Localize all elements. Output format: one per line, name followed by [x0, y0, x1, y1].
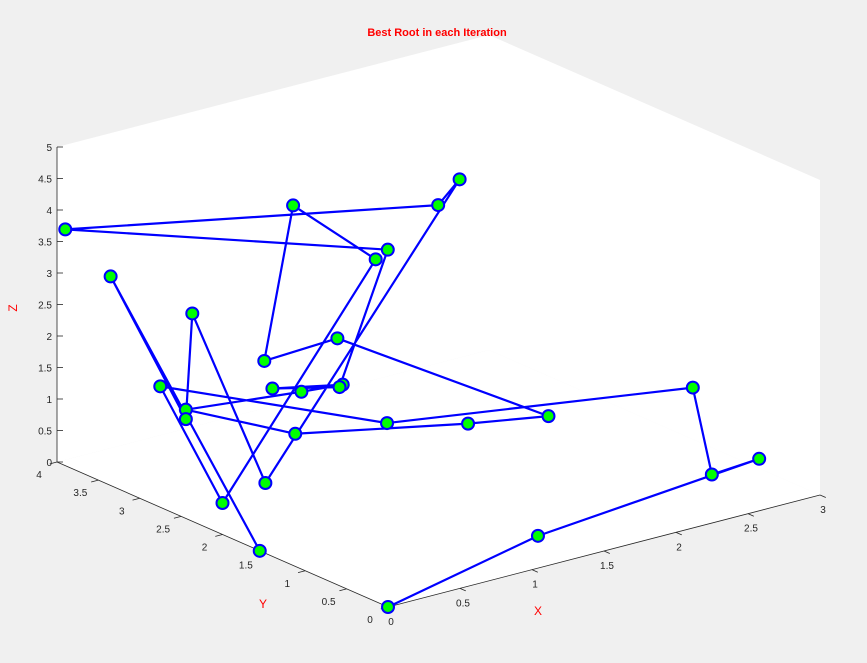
y-tick-mark [91, 479, 99, 483]
data-point-marker [178, 412, 193, 427]
x-tick-label: 2.5 [744, 524, 758, 535]
z-tick-label: 2.5 [38, 301, 52, 312]
data-point-marker [530, 528, 545, 543]
data-point-marker [330, 331, 345, 346]
y-tick-label: 0 [367, 615, 373, 626]
data-point-marker [752, 451, 767, 466]
z-tick-label: 0.5 [38, 427, 52, 438]
x-tick-mark [459, 587, 466, 592]
axes-panes [57, 35, 820, 607]
x-tick-label: 3 [820, 505, 826, 516]
data-point-marker [332, 380, 347, 395]
x-tick-label: 0.5 [456, 598, 470, 609]
y-tick-label: 2.5 [156, 524, 170, 535]
z-tick-label: 3.5 [38, 238, 52, 249]
x-tick-label: 2 [676, 542, 682, 553]
data-point-marker [431, 198, 446, 213]
z-tick-label: 4 [46, 206, 52, 217]
y-tick-label: 3.5 [73, 488, 87, 499]
x-tick-mark [819, 494, 826, 498]
x-tick-label: 1 [532, 580, 538, 591]
z-axis-ticks: 0 0.5 1 1.5 2 2.5 3 3.5 4 4.5 5 [38, 143, 63, 469]
floor-pane [57, 350, 820, 607]
x-tick-mark [747, 513, 754, 517]
y-tick-mark [49, 461, 58, 465]
x-tick-label: 0 [388, 617, 394, 628]
data-point-marker [252, 543, 267, 558]
data-point-marker [257, 353, 272, 368]
y-axis-label: Y [259, 597, 267, 611]
data-point-marker [461, 416, 476, 431]
y-tick-label: 2 [202, 543, 208, 554]
y-tick-mark [173, 515, 182, 519]
z-tick-label: 5 [46, 143, 52, 154]
x-tick-label: 1.5 [600, 561, 614, 572]
y-tick-label: 3 [119, 506, 125, 517]
y-tick-mark [215, 534, 223, 537]
data-point-marker [368, 252, 383, 267]
data-point-marker [288, 426, 303, 441]
data-point-marker [541, 409, 556, 424]
z-tick-label: 2 [46, 332, 52, 343]
side-wall-pane [489, 35, 820, 495]
z-tick-label: 1.5 [38, 364, 52, 375]
x-tick-mark [531, 569, 538, 573]
data-point-marker [153, 379, 168, 394]
x-tick-mark [603, 550, 610, 554]
y-tick-label: 1.5 [239, 561, 253, 572]
x-axis-label: X [534, 604, 542, 618]
x-axis-ticks: 0 0.5 1 1.5 2 2.5 3 [387, 494, 826, 628]
x-tick-mark [675, 531, 682, 536]
data-point-marker [381, 600, 395, 614]
y-tick-label: 0.5 [322, 597, 336, 608]
data-point-marker [215, 496, 230, 510]
z-tick-label: 4.5 [38, 175, 52, 186]
data-point-marker [58, 222, 73, 237]
data-point-marker [685, 380, 700, 395]
data-point-marker [452, 172, 467, 187]
chart-title: Best Root in each Iteration [367, 27, 507, 39]
z-tick-label: 1 [46, 395, 52, 406]
data-point-marker [265, 381, 280, 396]
data-point-marker [185, 306, 200, 321]
data-point-marker [380, 242, 395, 257]
data-point-marker [380, 416, 395, 431]
data-point-marker [294, 384, 309, 399]
data-point-marker [704, 467, 719, 482]
y-axis-ticks: 0 0.5 1 1.5 2 2.5 3 3.5 4 [36, 461, 389, 626]
z-tick-label: 3 [46, 269, 52, 280]
y-tick-mark [297, 570, 306, 574]
data-point-marker [286, 198, 301, 213]
y-tick-mark [339, 588, 347, 592]
z-tick-label: 0 [46, 458, 52, 469]
y-tick-label: 4 [36, 470, 42, 481]
y-tick-mark [132, 497, 140, 501]
y-tick-label: 1 [284, 579, 290, 590]
series-markers [58, 172, 767, 614]
data-point-marker [103, 269, 118, 284]
z-axis-label: Z [6, 304, 20, 311]
data-point-marker [258, 475, 273, 490]
